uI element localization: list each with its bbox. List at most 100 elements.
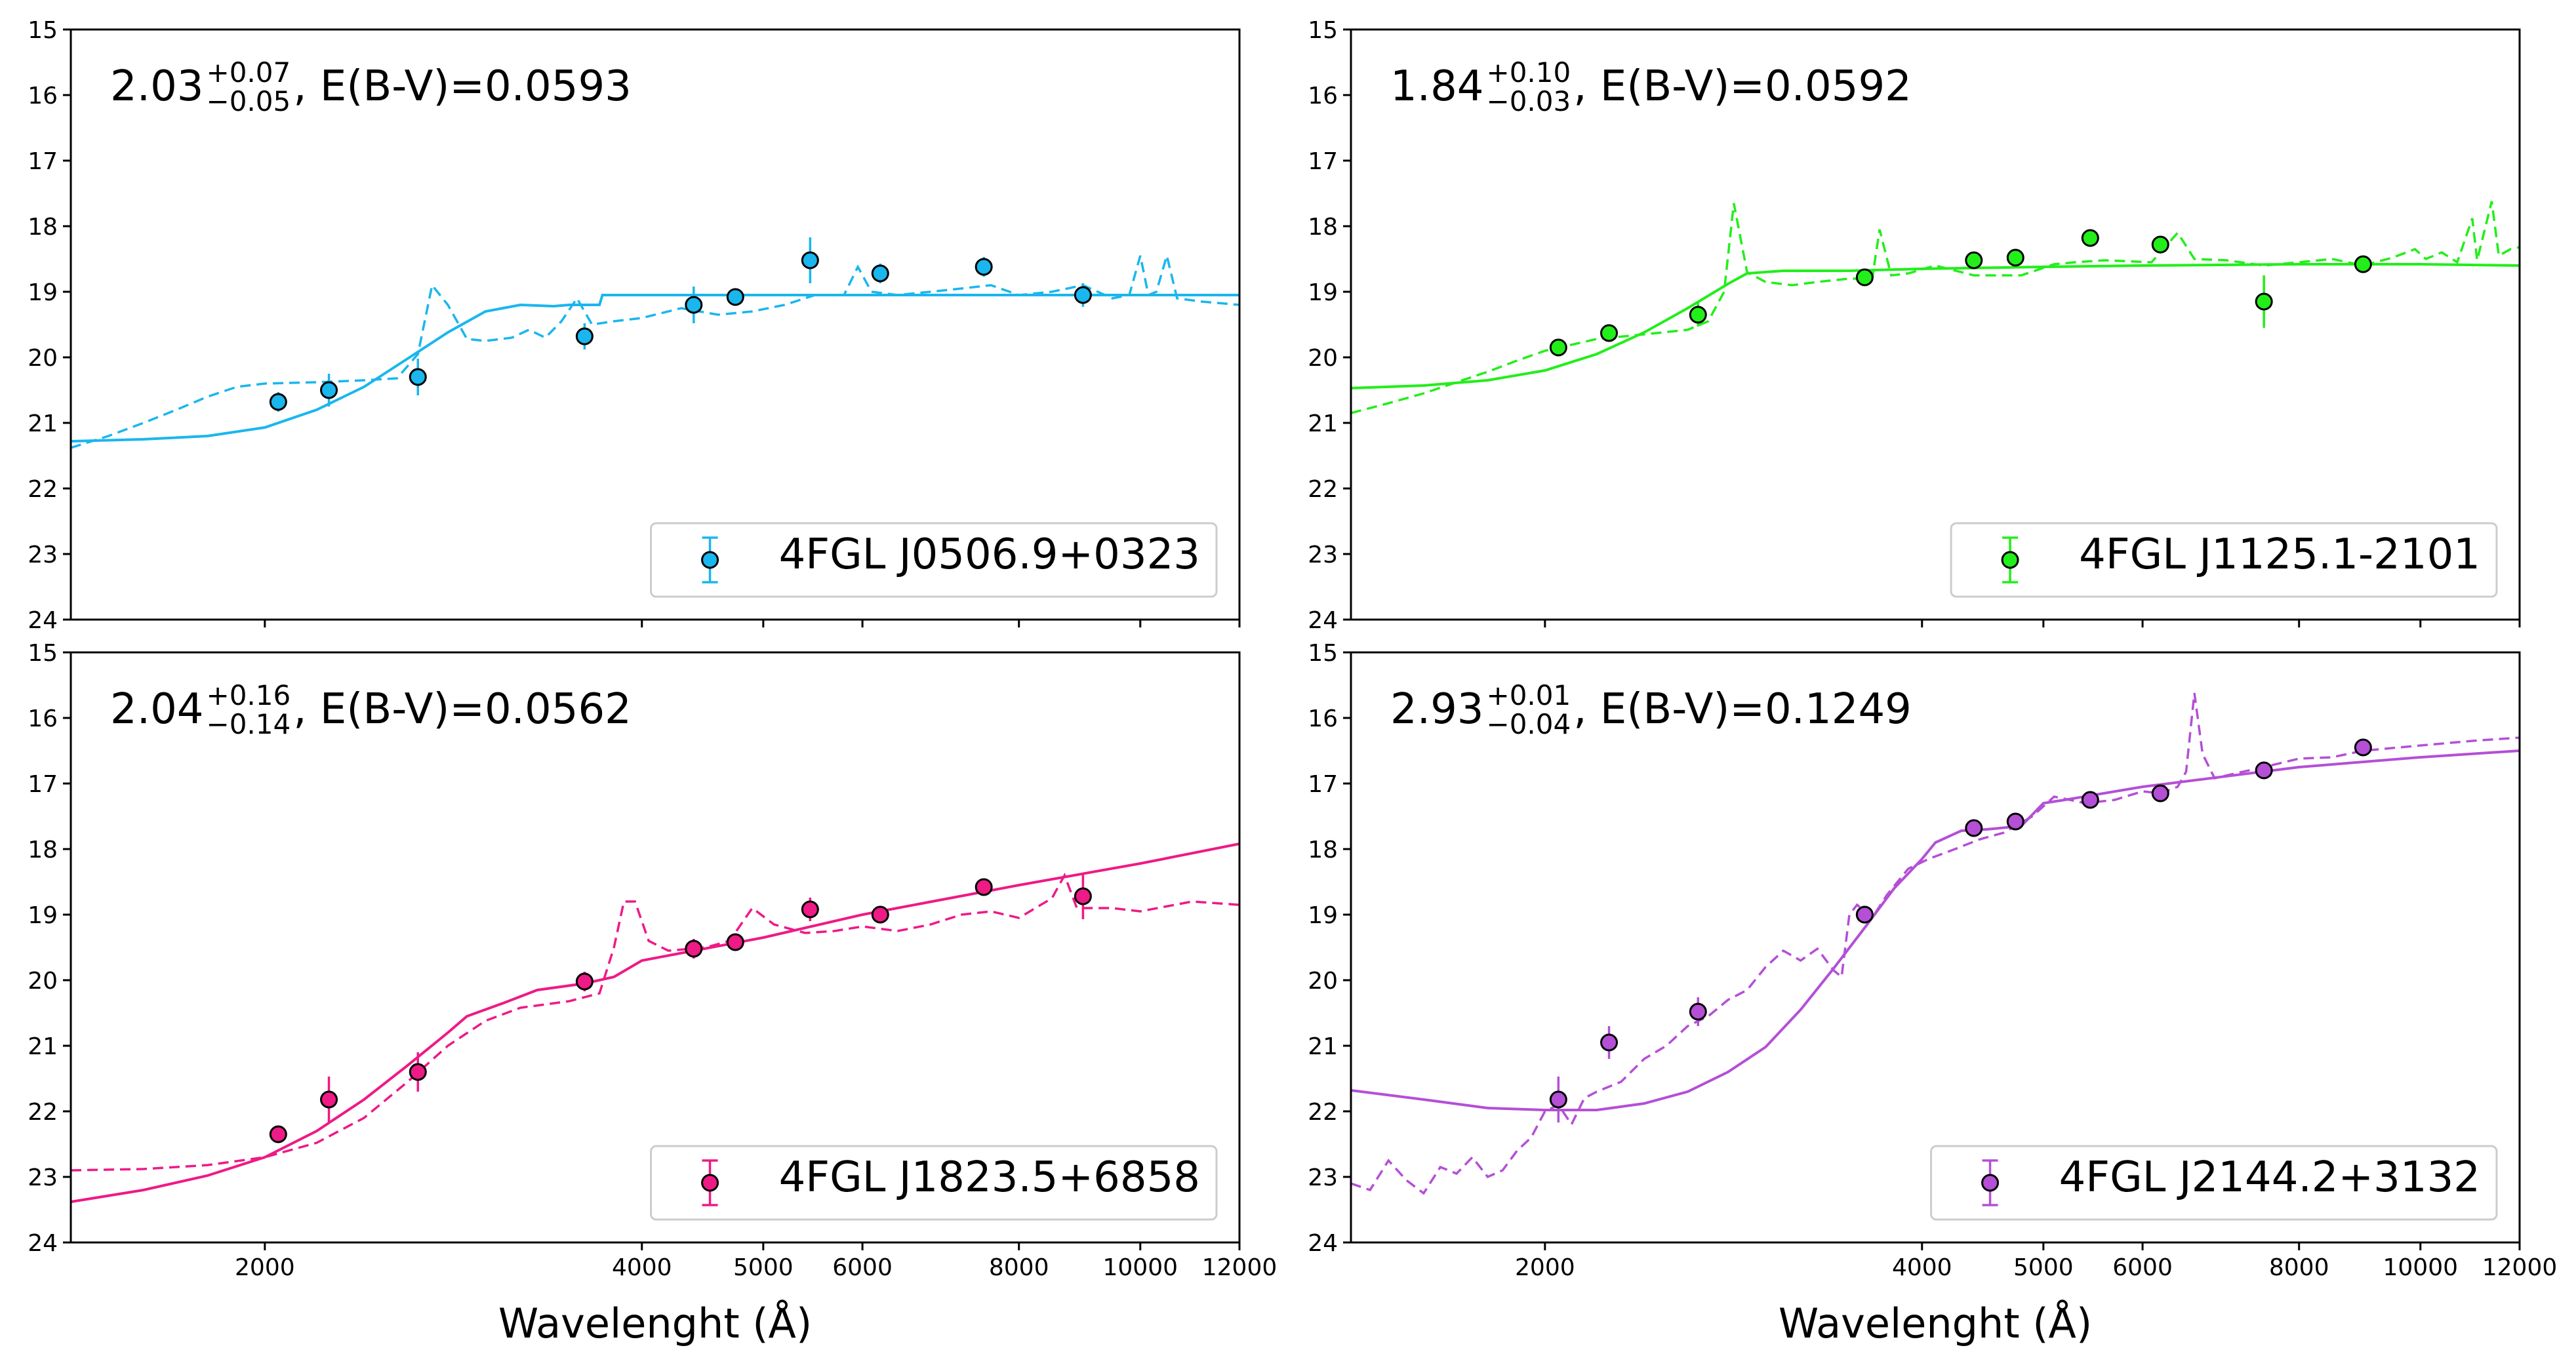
legend-point-marker: [2001, 551, 2019, 569]
annotation-ebv: , E(B-V)=0.0593: [293, 62, 632, 111]
y-tick-label: 17: [28, 148, 58, 175]
y-tick-label: 15: [28, 17, 58, 44]
y-tick-label: 20: [28, 968, 58, 995]
data-point: [2255, 292, 2273, 311]
x-tick-label: 12000: [2482, 1254, 2558, 1281]
y-tick-label: 22: [28, 476, 58, 503]
legend-label: 4FGL J1823.5+6858: [779, 1153, 1200, 1202]
annotation-value: 2.04: [110, 685, 204, 734]
data-point: [1549, 1090, 1567, 1109]
data-point: [2081, 229, 2099, 247]
y-tick-label: 18: [28, 214, 58, 241]
annotation-upper-error: +0.01: [1487, 679, 1571, 711]
y-tick-label: 23: [28, 1164, 58, 1191]
y-tick-label: 22: [28, 1099, 58, 1126]
annotation-upper-error: +0.07: [207, 56, 291, 89]
y-tick-label: 23: [1308, 542, 1338, 568]
plot-frame: [1350, 28, 2521, 621]
data-point: [1855, 905, 1874, 924]
solid-model-line: [71, 294, 1239, 443]
y-tick-label: 20: [28, 345, 58, 372]
dashed-template-line: [71, 872, 1239, 1172]
y-tick-label: 19: [28, 902, 58, 929]
x-tick-label: 5000: [2013, 1254, 2074, 1281]
x-tick-label: 8000: [989, 1254, 1049, 1281]
dashed-template-line: [71, 251, 1239, 449]
annotation-ebv: , E(B-V)=0.0592: [1573, 62, 1912, 111]
panel-bottom-left: 15 16 17 18 19 20 21 22 23 24 2000 4000 5000 6000 8000…: [28, 640, 1277, 1347]
y-tick-label: 22: [1308, 476, 1338, 503]
legend-label: 4FGL J0506.9+0323: [779, 530, 1200, 579]
data-point: [575, 972, 594, 991]
y-tick-label: 16: [28, 705, 58, 732]
data-point: [1074, 286, 1092, 304]
annotation-value: 2.93: [1390, 685, 1484, 734]
y-tick-label: 19: [28, 279, 58, 306]
y-tick-label: 24: [1308, 607, 1338, 634]
y-tick-label: 18: [1308, 837, 1338, 863]
y-tick-label: 19: [1308, 279, 1338, 306]
solid-model-line: [1351, 749, 2520, 1111]
y-tick-label: 15: [28, 640, 58, 667]
annotation-upper-error: +0.10: [1487, 56, 1571, 89]
y-tick-label: 23: [1308, 1164, 1338, 1191]
dashed-template-line: [1351, 201, 2520, 414]
x-tick-label: 2000: [235, 1254, 295, 1281]
y-tick-label: 21: [1308, 1033, 1338, 1060]
data-point: [2354, 255, 2372, 273]
data-point: [685, 296, 703, 314]
data-point: [1600, 324, 1619, 342]
data-point: [1855, 268, 1874, 287]
annotation-lower-error: −0.04: [1487, 708, 1571, 740]
legend-label: 4FGL J2144.2+3132: [2059, 1153, 2480, 1202]
legend-point-marker: [701, 1174, 719, 1192]
y-tick-label: 23: [28, 542, 58, 568]
data-point: [2081, 791, 2099, 809]
y-tick-label: 16: [1308, 83, 1338, 109]
dashed-template-line: [1351, 692, 2520, 1195]
data-point: [2151, 235, 2169, 254]
plot-frame: [70, 28, 1241, 621]
annotation-lower-error: −0.03: [1487, 85, 1571, 117]
data-point: [409, 368, 427, 386]
y-tick-label: 21: [28, 410, 58, 437]
data-point: [2006, 248, 2024, 267]
y-tick-label: 20: [1308, 345, 1338, 372]
data-point: [1965, 819, 1983, 837]
y-tick-label: 20: [1308, 968, 1338, 995]
y-tick-label: 22: [1308, 1099, 1338, 1126]
data-point: [1965, 251, 1983, 269]
data-point: [801, 900, 819, 919]
plot-frame: [70, 651, 1241, 1244]
data-point: [801, 251, 819, 269]
y-tick-label: 16: [28, 83, 58, 109]
data-point: [1600, 1033, 1619, 1052]
x-tick-label: 2000: [1515, 1254, 1575, 1281]
data-point: [2006, 812, 2024, 831]
data-point: [975, 878, 993, 896]
data-point: [269, 1125, 287, 1143]
legend-point-marker: [1981, 1174, 2000, 1192]
panel-top-right: 15 16 17 18 19 20 21 22 23 24 1.84 +0.10−0.03, E(B-…: [1308, 17, 2521, 634]
data-point: [871, 905, 889, 924]
data-point: [726, 933, 744, 951]
x-tick-label: 4000: [1892, 1254, 1952, 1281]
legend-box: [650, 522, 1218, 598]
panel-top-left: 15 16 17 18 19 20 21 22 23 24 2.03 +0.07−0.05, E(B-…: [28, 17, 1241, 634]
x-tick-label: 4000: [612, 1254, 672, 1281]
y-tick-label: 21: [28, 1033, 58, 1060]
y-tick-label: 21: [1308, 410, 1338, 437]
legend-box: [650, 1145, 1218, 1221]
x-axis-title: Wavelenght (Å): [498, 1300, 812, 1347]
y-tick-label: 17: [28, 771, 58, 798]
legend-label: 4FGL J1125.1-2101: [2079, 530, 2480, 579]
annotation-lower-error: −0.05: [207, 85, 291, 117]
plot-frame: [1350, 651, 2521, 1244]
legend-box: [1930, 1145, 2498, 1221]
data-point: [575, 327, 594, 346]
y-tick-label: 24: [28, 1230, 58, 1257]
y-tick-label: 17: [1308, 148, 1338, 175]
data-point: [320, 381, 338, 399]
annotation-ebv: , E(B-V)=0.0562: [293, 685, 632, 734]
data-point: [2354, 738, 2372, 757]
